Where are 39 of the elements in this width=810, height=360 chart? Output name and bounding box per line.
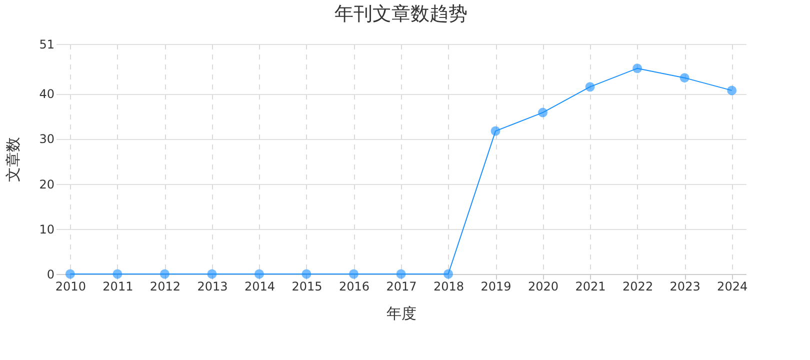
x-tick-label: 2019: [480, 280, 512, 294]
point: [302, 269, 312, 279]
point: [65, 269, 75, 279]
y-axis-title: 文章数: [4, 137, 22, 182]
y-tick-label: 20: [39, 177, 54, 192]
point: [538, 108, 548, 118]
y-tick-label: 40: [39, 87, 54, 102]
point: [254, 269, 264, 279]
point: [680, 73, 690, 83]
point: [112, 269, 122, 279]
point: [348, 269, 358, 279]
x-tick-label: 2024: [717, 280, 748, 294]
x-tick-label: 2010: [55, 280, 86, 294]
point: [632, 64, 642, 74]
point: [727, 86, 737, 96]
x-axis-title: 年度: [386, 304, 416, 322]
y-tick-label: 10: [39, 222, 54, 236]
y-tick-label: 30: [39, 132, 54, 146]
x-tick-label: 2022: [622, 280, 654, 294]
y-tick-label: 51: [39, 38, 54, 52]
point: [207, 269, 217, 279]
x-tick-label: 2013: [197, 280, 228, 294]
point: [490, 126, 500, 136]
chart-title: 年刊文章数趋势: [334, 3, 468, 25]
x-tick-label: 2018: [433, 280, 464, 294]
x-tick-label: 2023: [670, 280, 700, 294]
point: [585, 82, 595, 92]
x-tick-label: 2012: [150, 280, 180, 294]
x-tick-label: 2020: [528, 280, 559, 294]
x-tick-label: 2011: [102, 280, 134, 294]
y-tick-label: 0: [46, 268, 54, 282]
point: [160, 269, 170, 279]
point: [444, 269, 454, 279]
x-tick-label: 2016: [338, 280, 370, 294]
x-tick-label: 2015: [292, 280, 322, 294]
x-tick-label: 2021: [575, 280, 606, 294]
x-tick-label: 2014: [244, 280, 275, 294]
x-tick-label: 2017: [386, 280, 417, 294]
point: [396, 269, 406, 279]
